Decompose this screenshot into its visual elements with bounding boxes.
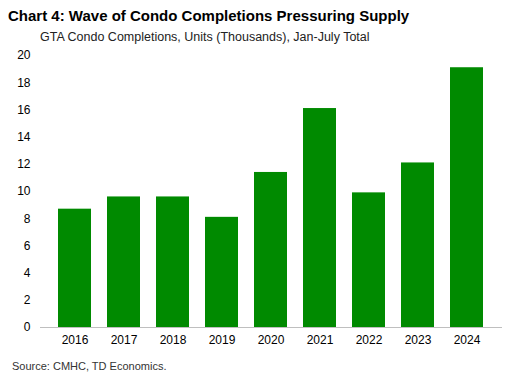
svg-text:16: 16	[17, 103, 31, 117]
svg-text:0: 0	[24, 320, 31, 334]
svg-text:10: 10	[17, 184, 31, 198]
svg-text:2017: 2017	[111, 333, 138, 347]
svg-text:18: 18	[17, 76, 31, 90]
html-text:Chart 4: Wave of Condo Complet: Chart 4: Wave of Condo Completions Press…	[8, 7, 410, 24]
svg-text:12: 12	[17, 157, 31, 171]
svg-text:4: 4	[24, 266, 31, 280]
svg-text:2021: 2021	[307, 333, 334, 347]
svg-text:2018: 2018	[160, 333, 187, 347]
svg-text:8: 8	[24, 212, 31, 226]
svg-text:2022: 2022	[356, 333, 383, 347]
svg-text:14: 14	[17, 130, 31, 144]
svg-text:6: 6	[24, 239, 31, 253]
svg-text:2020: 2020	[258, 333, 285, 347]
svg-text:2024: 2024	[454, 333, 481, 347]
html-text:GTA Condo Completions, Units (: GTA Condo Completions, Units (Thousands)…	[40, 30, 370, 44]
svg-text:20: 20	[17, 48, 31, 62]
svg-text:2019: 2019	[209, 333, 236, 347]
svg-text:2016: 2016	[62, 333, 89, 347]
svg-text:2: 2	[24, 293, 31, 307]
html-text:Source: CMHC, TD Economics.: Source: CMHC, TD Economics.	[12, 360, 167, 372]
svg-text:2023: 2023	[405, 333, 432, 347]
